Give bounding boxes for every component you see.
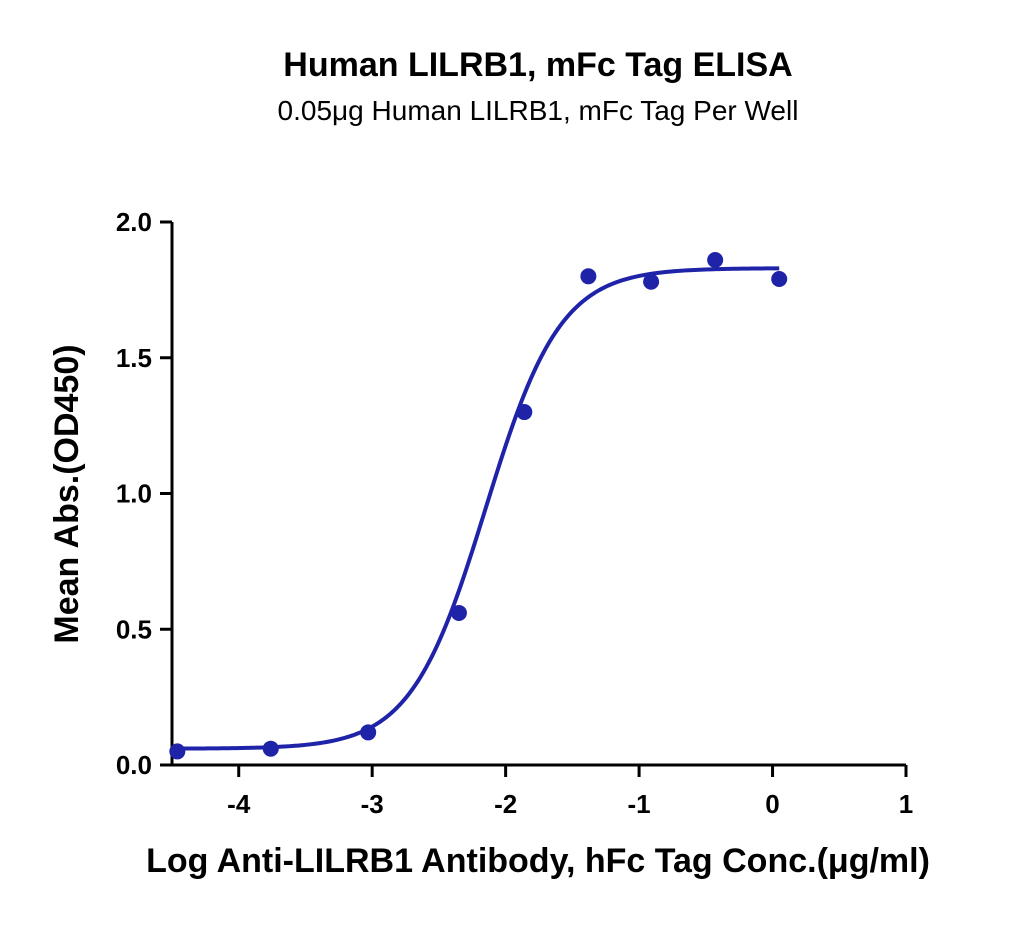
x-tick-label: -2 xyxy=(494,789,517,819)
y-tick-label: 0.5 xyxy=(116,614,152,644)
data-point xyxy=(262,740,279,757)
data-point xyxy=(450,604,467,621)
x-tick-label: 1 xyxy=(899,789,913,819)
x-tick-label: 0 xyxy=(765,789,779,819)
data-point xyxy=(580,268,597,285)
y-tick-label: 2.0 xyxy=(116,207,152,237)
y-tick-label: 1.5 xyxy=(116,343,152,373)
x-tick-label: -3 xyxy=(361,789,384,819)
x-tick-label: -4 xyxy=(227,789,251,819)
x-axis-label: Log Anti-LILRB1 Antibody, hFc Tag Conc.(… xyxy=(146,842,930,880)
data-point xyxy=(707,252,724,269)
y-tick-label: 0.0 xyxy=(116,750,152,780)
axes: 0.0 0.5 1.0 1.5 2.0 -4 -3 -2 -1 0 1 xyxy=(116,207,913,819)
chart-subtitle: 0.05μg Human LILRB1, mFc Tag Per Well xyxy=(278,95,799,126)
data-point xyxy=(643,273,660,290)
y-tick-label: 1.0 xyxy=(116,479,152,509)
data-point xyxy=(169,743,186,760)
data-point xyxy=(771,271,788,288)
x-tick-label: -1 xyxy=(628,789,651,819)
data-point xyxy=(360,724,377,741)
fit-curve xyxy=(177,266,780,751)
plot-area xyxy=(169,252,788,760)
y-axis-label: Mean Abs.(OD450) xyxy=(48,344,86,643)
data-point xyxy=(516,404,533,421)
chart-title: Human LILRB1, mFc Tag ELISA xyxy=(283,46,792,84)
